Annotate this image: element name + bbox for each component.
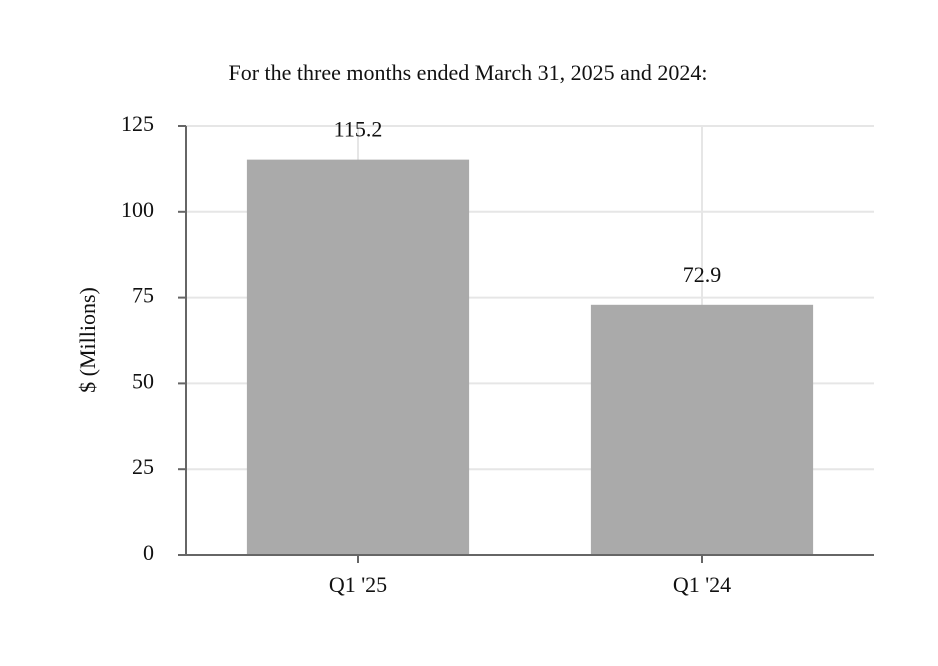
y-tick-label: 100 [121,197,154,222]
chart-title: For the three months ended March 31, 202… [228,60,707,85]
x-tick-label: Q1 '25 [329,572,387,597]
y-tick-label: 0 [143,540,154,565]
bar [246,159,470,555]
y-tick-label: 50 [132,368,154,393]
bar [590,304,814,555]
value-label: 115.2 [334,117,383,142]
y-tick-label: 125 [121,111,154,136]
y-tick-label: 25 [132,454,154,479]
x-tick-label: Q1 '24 [673,572,731,597]
y-axis-label: $ (Millions) [75,287,100,393]
value-label: 72.9 [683,262,722,287]
y-tick-label: 75 [132,283,154,308]
